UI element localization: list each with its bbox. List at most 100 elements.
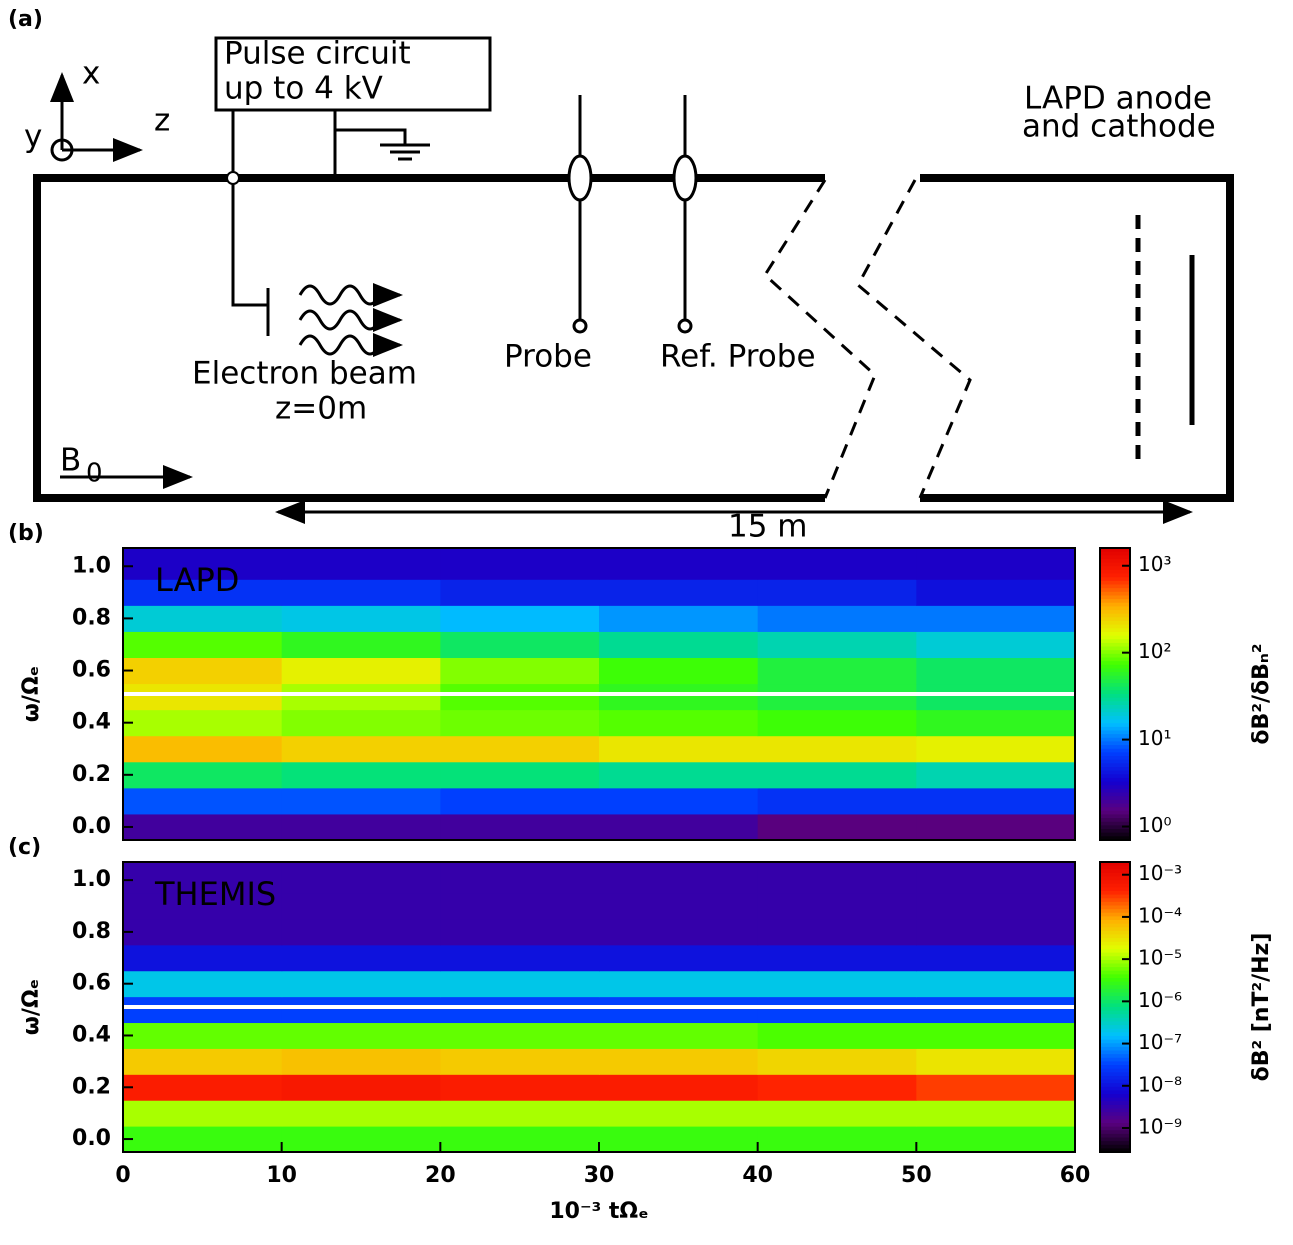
colorbar-tick-label: 10⁻³ xyxy=(1138,861,1182,885)
heatmap-cell xyxy=(757,735,917,763)
colorbar-segment xyxy=(1100,745,1130,750)
heatmap-cell xyxy=(440,944,600,972)
heatmap-cell xyxy=(916,787,1076,815)
colorbar-segment xyxy=(1100,1086,1130,1091)
heatmap-cell xyxy=(599,1022,759,1049)
heatmap-cell xyxy=(757,862,917,894)
axis-label: y xyxy=(24,119,42,155)
colorbar-segment xyxy=(1100,901,1130,907)
y-tick-label: 0.0 xyxy=(72,1126,111,1151)
colorbar-tick-label: 10⁻⁷ xyxy=(1138,1030,1182,1054)
colorbar-segment xyxy=(1100,741,1130,746)
colorbar-segment xyxy=(1100,723,1130,728)
colorbar-segment xyxy=(1100,927,1130,932)
colorbar-segment xyxy=(1100,1057,1130,1062)
colorbar-segment xyxy=(1100,1083,1130,1088)
heatmap-cell xyxy=(599,548,759,580)
heatmap-cell xyxy=(123,579,283,606)
colorbar-segment xyxy=(1100,726,1130,732)
colorbar-segment xyxy=(1100,810,1130,816)
heatmap-cell xyxy=(123,1100,283,1127)
colorbar-segment xyxy=(1100,759,1130,764)
heatmap-cell xyxy=(757,579,917,606)
colorbar-segment xyxy=(1100,1137,1130,1142)
colorbar-segment xyxy=(1100,679,1130,684)
colorbar-segment xyxy=(1100,613,1130,618)
heatmap-cell xyxy=(599,735,759,763)
heatmap xyxy=(123,862,1076,1153)
colorbar-segment xyxy=(1100,1065,1130,1070)
colorbar-segment xyxy=(1100,1025,1130,1030)
colorbar-segment xyxy=(1100,573,1130,578)
colorbar-segment xyxy=(1100,1046,1130,1052)
colorbar-segment xyxy=(1100,1126,1130,1131)
y-tick-label: 1.0 xyxy=(72,553,111,578)
colorbar-segment xyxy=(1100,588,1130,593)
heatmap-cell xyxy=(757,918,917,946)
heatmap-cell xyxy=(281,1074,441,1101)
colorbar-segment xyxy=(1100,646,1130,651)
colorbar-segment xyxy=(1100,708,1130,713)
heatmap-cell xyxy=(281,1022,441,1049)
heatmap-cell xyxy=(281,996,441,1024)
x-tick-label: 60 xyxy=(1060,1163,1091,1188)
heatmap-cell xyxy=(599,1100,759,1127)
heatmap-cell xyxy=(440,970,600,998)
y-tick-label: 0.0 xyxy=(72,814,111,839)
colorbar-segment xyxy=(1100,558,1130,564)
heatmap-cell xyxy=(440,605,600,632)
colorbar-segment xyxy=(1100,891,1130,896)
colorbar-segment xyxy=(1100,569,1130,575)
panel-label: (a) xyxy=(8,7,43,32)
colorbar-segment xyxy=(1100,777,1130,783)
colorbar-frame xyxy=(1099,861,1131,1153)
heatmap-cell xyxy=(757,970,917,998)
colorbar-segment xyxy=(1100,562,1130,567)
panel-annotation: LAPD xyxy=(155,561,239,599)
colorbar-segment xyxy=(1100,599,1130,604)
heatmap-cell xyxy=(281,970,441,998)
circuit-text: Pulse circuit xyxy=(224,36,411,72)
colorbar xyxy=(1100,548,1130,841)
heatmap-cell xyxy=(916,709,1076,737)
colorbar-segment xyxy=(1100,617,1130,622)
heatmap-cell xyxy=(757,1100,917,1127)
colorbar-segment xyxy=(1100,1141,1130,1146)
x-tick-label: 50 xyxy=(901,1163,932,1188)
colorbar-segment xyxy=(1100,686,1130,691)
diagram: (a) Pulse circuit up to 4 kV x y z Elect… xyxy=(8,7,1234,545)
heatmap-cell xyxy=(281,735,441,763)
heatmap-cell xyxy=(123,735,283,763)
heatmap-cell xyxy=(757,631,917,658)
colorbar-segment xyxy=(1100,803,1130,808)
field-label: B xyxy=(60,443,81,479)
colorbar-segment xyxy=(1100,920,1130,925)
colorbar-segment xyxy=(1100,734,1130,739)
colorbar-segment xyxy=(1100,862,1130,867)
colorbar-segment xyxy=(1100,1112,1130,1117)
colorbar-segment xyxy=(1100,1144,1130,1149)
heatmap-cell xyxy=(916,1022,1076,1049)
colorbar-segment xyxy=(1100,1097,1130,1102)
colorbar-segment xyxy=(1100,974,1130,979)
heatmap-cell xyxy=(123,761,283,789)
circuit-box xyxy=(214,36,492,112)
colorbar-segment xyxy=(1100,577,1130,582)
colorbar-segment xyxy=(1100,628,1130,633)
colorbar-segment xyxy=(1100,756,1130,761)
heatmap-cell xyxy=(757,787,917,815)
heatmap-cell xyxy=(440,862,600,894)
colorbar-segment xyxy=(1100,639,1130,644)
lapd-label: LAPD anode xyxy=(1024,81,1212,117)
heatmap-cell xyxy=(123,862,283,894)
colorbar-segment xyxy=(1100,945,1130,950)
colorbar xyxy=(1100,862,1130,1153)
heatmap-cell xyxy=(440,761,600,789)
heatmap-cell xyxy=(281,709,441,737)
colorbar-segment xyxy=(1100,767,1130,772)
colorbar-segment xyxy=(1100,872,1130,878)
colorbar-segment xyxy=(1100,591,1130,597)
colorbar-segment xyxy=(1100,584,1130,589)
heatmap-cell xyxy=(757,657,917,685)
colorbar-segment xyxy=(1100,978,1130,983)
